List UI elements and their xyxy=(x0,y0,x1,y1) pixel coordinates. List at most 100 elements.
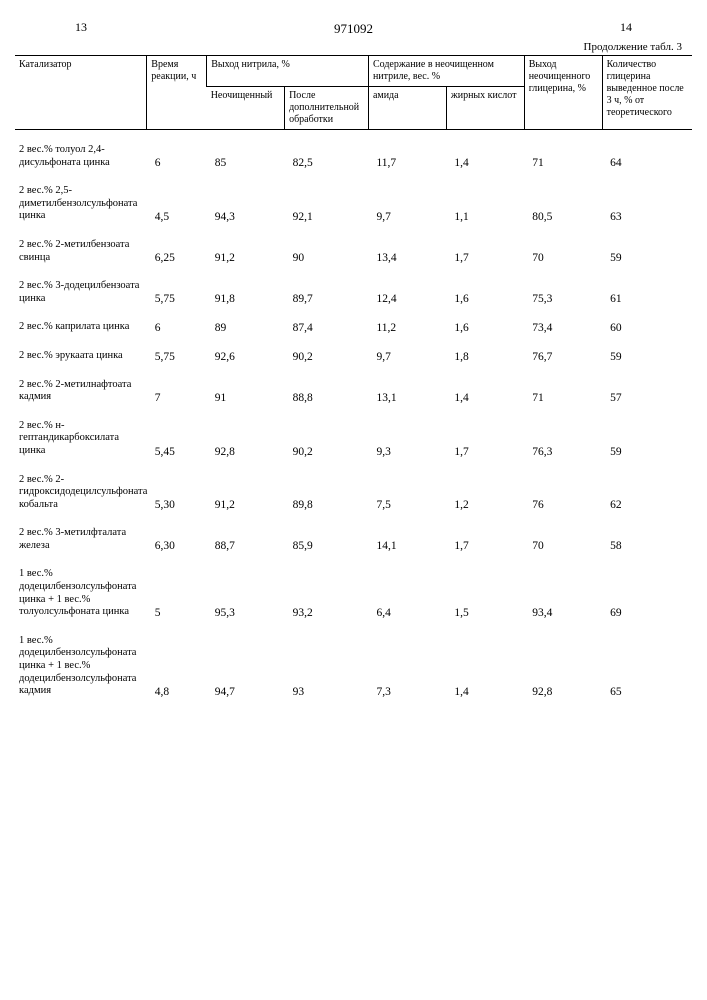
cell-catalyst: 2 вес.% толуол 2,4-дисульфоната цинка xyxy=(15,130,147,172)
header-catalyst: Катализатор xyxy=(15,56,147,130)
cell-catalyst: 2 вес.% н-гептандикарбоксилата цинка xyxy=(15,406,147,460)
cell-time: 4,5 xyxy=(147,171,207,225)
cell-glycerin-amount: 59 xyxy=(602,225,692,266)
cell-amide: 9,3 xyxy=(368,406,446,460)
header-nitrile-yield: Выход нитрила, % xyxy=(207,56,369,87)
cell-glycerin-yield: 80,5 xyxy=(524,171,602,225)
table-row: 2 вес.% 2,5-диметилбензолсульфоната цинк… xyxy=(15,171,692,225)
cell-glycerin-amount: 65 xyxy=(602,621,692,700)
cell-catalyst: 1 вес.% додецилбензолсульфоната цинка + … xyxy=(15,621,147,700)
header-amide: амида xyxy=(368,87,446,130)
page-number-left: 13 xyxy=(75,20,87,35)
cell-after: 90 xyxy=(285,225,369,266)
cell-glycerin-yield: 92,8 xyxy=(524,621,602,700)
cell-amide: 12,4 xyxy=(368,266,446,307)
cell-crude: 92,6 xyxy=(207,336,285,365)
cell-time: 7 xyxy=(147,365,207,406)
cell-crude: 91,8 xyxy=(207,266,285,307)
cell-amide: 11,2 xyxy=(368,307,446,336)
cell-crude: 94,3 xyxy=(207,171,285,225)
cell-glycerin-yield: 76,3 xyxy=(524,406,602,460)
cell-crude: 89 xyxy=(207,307,285,336)
cell-after: 90,2 xyxy=(285,406,369,460)
cell-amide: 14,1 xyxy=(368,513,446,554)
table-row: 2 вес.% 2-гидроксидодецилсульфоната коба… xyxy=(15,460,692,514)
table-row: 1 вес.% додецилбензолсульфоната цинка + … xyxy=(15,554,692,620)
cell-fatty: 1,5 xyxy=(446,554,524,620)
cell-after: 93 xyxy=(285,621,369,700)
cell-fatty: 1,4 xyxy=(446,365,524,406)
cell-fatty: 1,7 xyxy=(446,513,524,554)
header-fatty: жирных кислот xyxy=(446,87,524,130)
cell-glycerin-amount: 61 xyxy=(602,266,692,307)
cell-crude: 94,7 xyxy=(207,621,285,700)
cell-amide: 13,1 xyxy=(368,365,446,406)
cell-catalyst: 2 вес.% 2-метилбензоата свинца xyxy=(15,225,147,266)
cell-after: 87,4 xyxy=(285,307,369,336)
cell-crude: 88,7 xyxy=(207,513,285,554)
cell-fatty: 1,7 xyxy=(446,225,524,266)
cell-catalyst: 2 вес.% 2-метилнафтоата кадмия xyxy=(15,365,147,406)
cell-crude: 91,2 xyxy=(207,460,285,514)
cell-after: 89,8 xyxy=(285,460,369,514)
cell-amide: 7,5 xyxy=(368,460,446,514)
table-continuation-label: Продолжение табл. 3 xyxy=(15,41,692,53)
cell-amide: 9,7 xyxy=(368,336,446,365)
cell-fatty: 1,2 xyxy=(446,460,524,514)
cell-glycerin-yield: 75,3 xyxy=(524,266,602,307)
cell-glycerin-yield: 73,4 xyxy=(524,307,602,336)
cell-glycerin-amount: 64 xyxy=(602,130,692,172)
cell-time: 5,75 xyxy=(147,336,207,365)
cell-after: 90,2 xyxy=(285,336,369,365)
cell-fatty: 1,8 xyxy=(446,336,524,365)
cell-glycerin-yield: 93,4 xyxy=(524,554,602,620)
cell-fatty: 1,6 xyxy=(446,266,524,307)
cell-time: 5,30 xyxy=(147,460,207,514)
cell-glycerin-yield: 76,7 xyxy=(524,336,602,365)
table-body: 2 вес.% толуол 2,4-дисульфоната цинка685… xyxy=(15,130,692,700)
cell-fatty: 1,1 xyxy=(446,171,524,225)
table-row: 2 вес.% эрукаата цинка5,7592,690,29,71,8… xyxy=(15,336,692,365)
cell-time: 4,8 xyxy=(147,621,207,700)
cell-fatty: 1,6 xyxy=(446,307,524,336)
header-glycerin-amount: Количество глицерина выведенное после 3 … xyxy=(602,56,692,130)
cell-glycerin-amount: 63 xyxy=(602,171,692,225)
table-row: 2 вес.% н-гептандикарбоксилата цинка5,45… xyxy=(15,406,692,460)
cell-glycerin-amount: 62 xyxy=(602,460,692,514)
cell-after: 93,2 xyxy=(285,554,369,620)
cell-amide: 11,7 xyxy=(368,130,446,172)
cell-catalyst: 2 вес.% 2-гидроксидодецилсульфоната коба… xyxy=(15,460,147,514)
cell-time: 5,45 xyxy=(147,406,207,460)
cell-time: 6,30 xyxy=(147,513,207,554)
header-glycerin-yield: Выход неочищенного глицерина, % xyxy=(524,56,602,130)
cell-crude: 95,3 xyxy=(207,554,285,620)
table-row: 2 вес.% 3-метилфталата железа6,3088,785,… xyxy=(15,513,692,554)
cell-glycerin-yield: 70 xyxy=(524,225,602,266)
cell-crude: 91 xyxy=(207,365,285,406)
data-table: Катализатор Время реакции, ч Выход нитри… xyxy=(15,55,692,700)
cell-glycerin-amount: 69 xyxy=(602,554,692,620)
header-crude: Неочищенный xyxy=(207,87,285,130)
cell-time: 6 xyxy=(147,307,207,336)
cell-catalyst: 2 вес.% каприлата цинка xyxy=(15,307,147,336)
page-number-right: 14 xyxy=(620,20,632,35)
cell-time: 5,75 xyxy=(147,266,207,307)
cell-amide: 9,7 xyxy=(368,171,446,225)
cell-glycerin-amount: 59 xyxy=(602,336,692,365)
cell-glycerin-yield: 71 xyxy=(524,365,602,406)
cell-glycerin-yield: 70 xyxy=(524,513,602,554)
document-number: 971092 xyxy=(15,21,692,37)
cell-glycerin-amount: 57 xyxy=(602,365,692,406)
cell-time: 6 xyxy=(147,130,207,172)
header-time: Время реакции, ч xyxy=(147,56,207,130)
cell-catalyst: 2 вес.% 2,5-диметилбензолсульфоната цинк… xyxy=(15,171,147,225)
header-content: Содержание в неочищенном нитриле, вес. % xyxy=(368,56,524,87)
cell-crude: 91,2 xyxy=(207,225,285,266)
table-row: 2 вес.% 3-додецилбензоата цинка5,7591,88… xyxy=(15,266,692,307)
cell-fatty: 1,4 xyxy=(446,621,524,700)
table-row: 2 вес.% толуол 2,4-дисульфоната цинка685… xyxy=(15,130,692,172)
cell-time: 5 xyxy=(147,554,207,620)
cell-catalyst: 2 вес.% эрукаата цинка xyxy=(15,336,147,365)
cell-after: 92,1 xyxy=(285,171,369,225)
cell-glycerin-amount: 59 xyxy=(602,406,692,460)
